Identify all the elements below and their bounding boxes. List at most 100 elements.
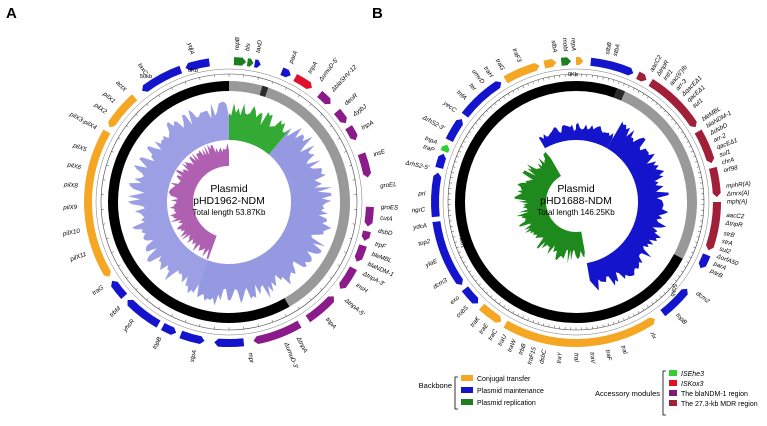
panel-a-gene-label: pilX9 <box>62 204 78 212</box>
legend-swatch-ndm-region <box>669 390 677 396</box>
panel-b-center-title: Plasmid <box>557 183 595 195</box>
panel-b-scale-tick <box>453 237 455 238</box>
panel-b-gene-label: ΔtnpR <box>724 220 744 230</box>
panel-b-scale-tick <box>475 123 477 125</box>
panel-a-gene-arrow <box>358 152 371 177</box>
panel-b-gene-label: cobS <box>455 304 471 319</box>
panel-b-scale-tick <box>695 242 697 243</box>
panel-a-scale-tick <box>310 298 312 300</box>
panel-b-scale-tick <box>698 172 700 173</box>
panel-b-gene-label: dcm3 <box>432 277 449 291</box>
panel-a-gene-label: deoR <box>343 92 359 107</box>
panel-b-scale-tick <box>668 288 670 290</box>
panel-b-scale-tick <box>628 316 629 318</box>
panel-b-scale-tick <box>466 136 468 137</box>
panel-a-scale-tick <box>285 88 286 90</box>
panel-b-scale-tick <box>486 111 488 113</box>
panel-a-gene-label: ΔtnpA <box>294 335 308 354</box>
panel-a-scale-tick <box>272 82 273 84</box>
legend-label-iskox3: ISKox3 <box>681 381 704 388</box>
panel-b-gene-label: Δmrx(A) <box>726 190 750 198</box>
panel-b-gene-arrow <box>446 119 463 142</box>
panel-b-scale-tick <box>684 266 686 267</box>
panel-a-scale-tick <box>349 165 351 166</box>
panel-b-scale-tick <box>459 252 461 253</box>
panel-a-scale-tick <box>344 151 346 152</box>
panel-b-scale-tick <box>643 308 644 310</box>
panel-b-scale-tick <box>549 77 550 79</box>
panel-a-gene-label: groEL <box>380 181 398 190</box>
panel-b-scale-tick <box>538 80 539 82</box>
panel-b-scale-tick <box>518 314 519 316</box>
panel-b-scale-tick <box>660 107 662 109</box>
panel-b-scale-tick <box>456 247 458 248</box>
panel-b-scale-tick <box>660 295 662 297</box>
panel-b-scale-tick <box>686 262 688 263</box>
panel-b-scale-tick <box>466 266 468 267</box>
panel-a-scale-tick <box>298 307 299 309</box>
panel-a-scale-tick <box>338 265 340 266</box>
panel-b-scale-tick <box>628 86 629 88</box>
panel-b-scale-tick <box>678 127 680 128</box>
panel-a-gene-label: ΔumuD-5' <box>317 56 340 83</box>
panel-b-gene-arrow <box>590 58 633 76</box>
panel-b-scale-tick <box>452 231 454 232</box>
panel-a-gene-arrow <box>293 74 312 89</box>
legend-backbone-bracket <box>455 377 458 409</box>
panel-b-gene-label: mphR(A) <box>726 180 751 190</box>
panel-a-scale-tick <box>136 288 138 290</box>
panel-a-tick-50kb: 50kb <box>140 74 153 80</box>
panel-a-tick-0kb: 0Kb <box>188 68 198 74</box>
panel-a-gene-label: pilX10 <box>61 228 81 238</box>
panel-a-gene-arrow <box>179 331 204 344</box>
legend-swatch-conjugal <box>461 375 473 381</box>
panel-b-gene-arrow <box>561 57 571 65</box>
panel-a-scale-tick <box>199 77 200 79</box>
panel-b-scale-tick <box>508 94 509 96</box>
panel-b-scale-tick <box>613 322 614 324</box>
panel-b-scale-tick <box>523 86 524 88</box>
legend-label-maintenance: Plasmid maintenance <box>477 388 544 395</box>
panel-b-scale-tick <box>603 325 604 327</box>
panel-b-gene-label: ngrC <box>412 207 426 215</box>
panel-b-scale-tick <box>495 103 497 105</box>
panel-b-scale-tick <box>472 275 474 276</box>
panel-a-scale-tick <box>320 114 322 116</box>
panel-b-scale-tick <box>543 78 544 80</box>
panel-b-gene-label: traF15 <box>526 346 538 366</box>
panel-b-scale-tick <box>528 318 529 320</box>
panel-b-scale-tick <box>668 114 670 116</box>
panel-b-gc-wedge <box>539 125 576 149</box>
panel-a-gene-label: pilX2 <box>92 101 109 116</box>
legend-swatch-maintenance <box>461 387 473 393</box>
panel-a-gene-label: actX <box>114 79 128 93</box>
panel-a-scale-tick <box>111 151 113 152</box>
panel-b-total-length: Total length 146.25Kb <box>537 208 615 217</box>
panel-a-gene-label: groES <box>381 204 399 212</box>
panel-b-scale-tick <box>461 146 463 147</box>
legend-label-ndm-region: The blaNDM-1 region <box>681 391 748 398</box>
panel-b-gene-label: traF3 <box>511 47 523 64</box>
panel-a-gene-label: traG <box>91 284 105 297</box>
panel-b-scale-tick <box>691 252 693 253</box>
panel-b-gene-arrow <box>504 63 540 83</box>
panel-b-gene-label: traF <box>604 349 613 362</box>
panel-b-gene-label: ΔrhS2-5' <box>404 159 431 172</box>
panel-a-gene-label: insH <box>355 282 370 295</box>
panel-a-gene-label: mpr <box>247 352 256 364</box>
panel-a-scale-tick <box>136 114 138 116</box>
panel-a-gene-label: pilX11 <box>68 251 87 264</box>
panel-b-gene-label: traV <box>588 352 596 365</box>
panel-a-scale-tick <box>349 238 351 239</box>
legend-label-conjugal: Conjugal transfer <box>477 376 531 383</box>
panel-a-gene-arrow <box>334 109 347 123</box>
panel-b-gene-label: mph(A) <box>727 199 747 206</box>
panel-a-scale-tick <box>320 288 322 290</box>
panel-a-gene-label: insE <box>373 148 387 159</box>
panel-b-scale-tick <box>697 167 699 168</box>
panel-b-gene-label: prl <box>417 190 426 197</box>
panel-b-scale-tick <box>508 308 509 310</box>
panel-a-scale-tick <box>258 324 259 326</box>
panel-a-scale-tick <box>258 77 259 79</box>
